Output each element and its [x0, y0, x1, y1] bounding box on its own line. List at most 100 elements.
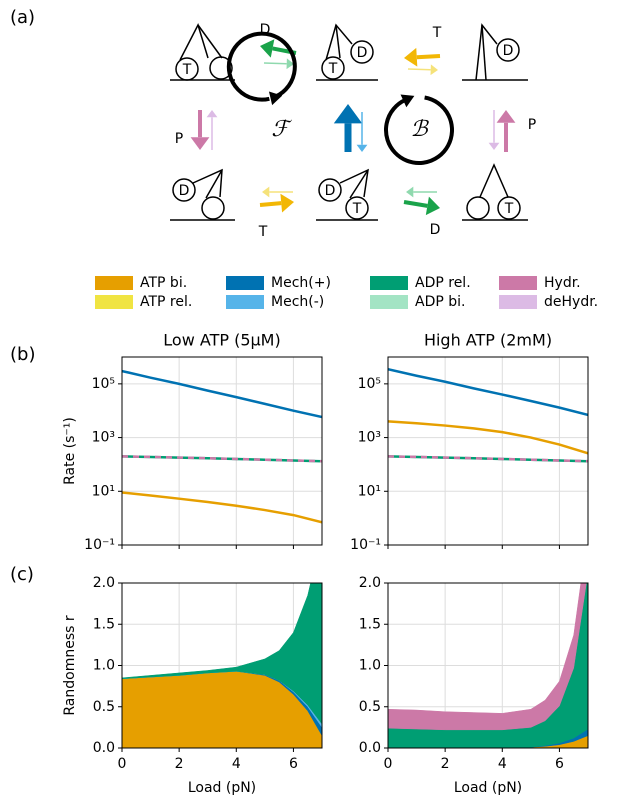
arrow-head: [357, 145, 368, 152]
legend-label: ATP rel.: [140, 294, 192, 310]
arrow-head: [426, 197, 440, 216]
lever: [480, 165, 508, 197]
legend-label: Hydr.: [544, 275, 581, 291]
chart-title: Low ATP (5μM): [163, 331, 280, 350]
plot-area: [122, 371, 322, 522]
lever: [198, 25, 222, 58]
y-tick-label: 0.5: [93, 699, 115, 715]
legend-swatch: [95, 295, 133, 309]
y-tick-label: 0.0: [93, 740, 115, 756]
page: {"panel_labels": ["(a)", "(b)", "(c)"], …: [0, 0, 626, 806]
legend-swatch: [499, 276, 537, 290]
y-tick-label: 1.5: [93, 616, 115, 632]
arrow-label: D: [430, 222, 441, 238]
lever: [180, 25, 208, 60]
lever: [193, 170, 222, 197]
legend-swatch: [226, 276, 264, 290]
arrow-head: [497, 110, 516, 123]
head-label: D: [357, 45, 368, 61]
head: [467, 197, 489, 219]
x-tick-label: 6: [289, 756, 298, 772]
axes-frame: [388, 357, 588, 545]
line: [122, 371, 322, 417]
arrow-head: [262, 187, 269, 198]
arrow-head: [406, 187, 413, 198]
panel-label: (a): [10, 7, 35, 28]
chart: 10⁻¹ 10¹ 10³ 10⁵ High ATP (2mM): [350, 331, 588, 554]
arrow-shaft: [260, 203, 281, 205]
chart-title: High ATP (2mM): [424, 331, 552, 350]
legend-swatch: [226, 295, 264, 309]
legend-swatch: [370, 295, 408, 309]
arrow-head: [404, 48, 417, 67]
lever: [482, 25, 486, 80]
x-tick-label: 0: [384, 756, 393, 772]
head-label: D: [179, 183, 190, 199]
x-tick-label: 4: [498, 756, 507, 772]
arrow-head: [207, 110, 218, 117]
y-tick-label: 2.0: [93, 575, 115, 591]
arrow-head: [260, 39, 274, 57]
line: [122, 493, 322, 523]
arrow-shaft: [264, 63, 287, 64]
panel-label: (b): [10, 344, 35, 365]
panel-label: (c): [10, 564, 34, 585]
y-tick-label: 10⁵: [358, 376, 381, 392]
line: [388, 369, 588, 415]
plot-area: [122, 534, 322, 748]
lever: [476, 25, 497, 80]
x-axis-label: Load (pN): [188, 780, 256, 796]
x-tick-label: 4: [232, 756, 241, 772]
legend-label: deHydr.: [544, 294, 598, 310]
x-tick-label: 2: [175, 756, 184, 772]
x-tick-label: 2: [441, 756, 450, 772]
arrow-head: [280, 194, 294, 213]
y-tick-label: 1.5: [359, 616, 381, 632]
arrow-head: [431, 64, 438, 75]
legend-swatch: [95, 276, 133, 290]
arrow-label: P: [175, 131, 183, 147]
y-tick-label: 10³: [92, 430, 115, 446]
y-tick-label: 10⁻¹: [350, 537, 381, 553]
arrows: [191, 34, 516, 216]
cycle-arrow: [229, 34, 295, 100]
plot-area: [388, 531, 588, 748]
head-label: D: [503, 43, 514, 59]
legend-label: ADP rel.: [415, 275, 471, 291]
head-label: T: [328, 61, 338, 77]
y-tick-label: 1.0: [359, 658, 381, 674]
y-tick-label: 2.0: [359, 575, 381, 591]
head-label: D: [325, 183, 336, 199]
y-tick-label: 10⁵: [92, 376, 115, 392]
head-label: T: [352, 201, 362, 217]
y-axis-label: Randomness r: [62, 615, 78, 715]
chart: 0.00.51.01.52.00246Load (pN): [359, 531, 588, 796]
legend-label: ADP bi.: [415, 294, 465, 310]
legend-swatch: [370, 276, 408, 290]
arrow-shaft: [417, 56, 440, 57]
legend-swatch: [499, 295, 537, 309]
y-tick-label: 0.5: [359, 699, 381, 715]
legend-label: Mech(+): [271, 275, 331, 291]
legend-label: ATP bi.: [140, 275, 187, 291]
y-tick-label: 10¹: [358, 483, 381, 499]
x-tick-label: 6: [555, 756, 564, 772]
y-axis-label: Rate (s⁻¹): [62, 417, 78, 485]
x-tick-label: 0: [118, 756, 127, 772]
x-axis-label: Load (pN): [454, 780, 522, 796]
cycle-label: ℬ: [410, 117, 429, 142]
area: [388, 531, 588, 730]
head-label: T: [182, 62, 192, 78]
arrow-head: [489, 143, 500, 150]
plot-area: [388, 369, 588, 461]
arrow-label: T: [258, 224, 268, 240]
y-tick-label: 1.0: [93, 658, 115, 674]
y-tick-label: 10³: [358, 430, 381, 446]
arrow-shaft: [404, 202, 427, 206]
figure: (a) (b) (c) T T D D D D: [0, 0, 626, 806]
axes-frame: [122, 357, 322, 545]
arrow-label: P: [528, 117, 536, 133]
chart: 0.0 0.5 1.0 1.5 2.0 0 2 4 6 Load (pN) Randomness r: [62, 534, 322, 796]
legend-label: Mech(-): [271, 294, 324, 310]
